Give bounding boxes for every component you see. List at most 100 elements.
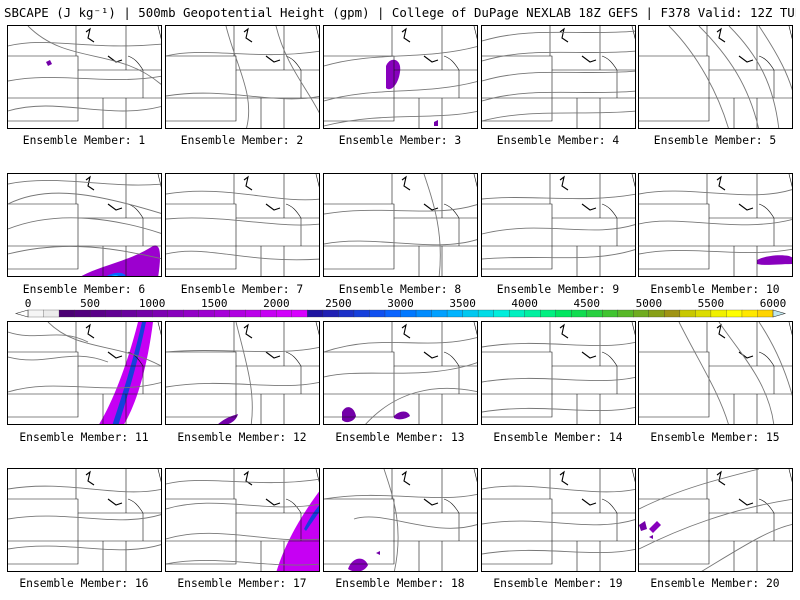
river-line: [716, 323, 726, 339]
river-line: [107, 203, 123, 211]
state-border: [166, 541, 237, 565]
colorbar-swatch: [477, 309, 494, 318]
state-border: [601, 55, 618, 71]
colorbar-tick-label: 2000: [263, 297, 290, 310]
map-svg: [324, 174, 477, 276]
sbcape-shading: [304, 505, 319, 531]
state-border: [473, 26, 477, 40]
state-border: [639, 246, 710, 270]
height-contour: [482, 249, 635, 260]
state-border: [157, 469, 161, 483]
state-border: [639, 541, 710, 565]
state-border: [8, 98, 79, 122]
height-contour: [701, 524, 792, 571]
colorbar-swatch: [353, 309, 370, 318]
colorbar-swatch: [586, 309, 603, 318]
colorbar-swatch: [260, 309, 277, 318]
sbcape-shading: [106, 272, 127, 276]
sbcape-shading: [394, 411, 410, 420]
colorbar-tick-label: 1500: [201, 297, 228, 310]
state-border: [473, 174, 477, 188]
height-contour: [8, 180, 161, 186]
colorbar-tick-label: 500: [80, 297, 101, 310]
height-contour: [8, 485, 161, 493]
height-contour: [482, 485, 635, 493]
height-contour: [639, 218, 792, 226]
state-border: [788, 469, 792, 483]
state-border: [601, 203, 618, 219]
height-contour: [8, 42, 161, 47]
colorbar-swatch: [245, 309, 262, 318]
state-border: [315, 26, 319, 40]
height-contour: [482, 193, 635, 200]
state-border: [639, 394, 710, 418]
map-panel-member-4: [481, 25, 636, 129]
state-border: [443, 351, 460, 367]
member-label: Ensemble Member: 20: [650, 577, 780, 590]
height-contour: [8, 245, 161, 260]
state-border: [482, 55, 635, 71]
height-contour: [668, 26, 729, 128]
map-panel-member-7: [165, 173, 320, 277]
state-border: [758, 498, 775, 514]
map-panel-member-1: [7, 25, 162, 129]
state-border: [285, 203, 302, 219]
height-contour: [166, 92, 319, 100]
river-line: [716, 175, 726, 191]
colorbar-swatch: [400, 309, 417, 318]
height-contour: [482, 50, 635, 62]
river-line: [107, 498, 123, 506]
state-border: [788, 26, 792, 40]
state-border: [8, 203, 161, 219]
member-label: Ensemble Member: 12: [177, 431, 307, 444]
height-contour: [482, 519, 635, 526]
height-contour: [482, 90, 635, 102]
river-line: [85, 323, 95, 339]
colorbar-tick-label: 6000: [759, 297, 787, 310]
map-panel-member-20: [638, 468, 793, 572]
height-contour: [639, 498, 792, 550]
colorbar-swatch: [602, 309, 619, 318]
height-contour: [8, 105, 161, 112]
height-contour: [166, 217, 319, 226]
state-border: [8, 394, 79, 418]
sbcape-shading: [649, 535, 653, 539]
member-label: Ensemble Member: 11: [19, 431, 149, 444]
river-line: [423, 351, 439, 359]
member-label: Ensemble Member: 3: [338, 134, 462, 147]
colorbar-swatch: [89, 309, 106, 318]
sbcape-shading: [218, 414, 238, 424]
height-contour: [8, 217, 161, 234]
state-border: [473, 322, 477, 336]
river-line: [265, 203, 281, 211]
river-line: [85, 470, 95, 486]
state-border: [631, 174, 635, 188]
height-contour: [324, 46, 477, 67]
state-border: [758, 203, 775, 219]
member-label: Ensemble Member: 19: [493, 577, 623, 590]
state-border: [631, 26, 635, 40]
river-line: [423, 55, 439, 63]
state-border: [482, 541, 553, 565]
colorbar-swatch: [741, 309, 758, 318]
height-contour: [166, 478, 319, 485]
member-label: Ensemble Member: 8: [338, 283, 462, 296]
river-line: [265, 351, 281, 359]
map-svg: [166, 26, 319, 128]
map-panel-member-19: [481, 468, 636, 572]
map-svg: [324, 469, 477, 571]
member-label: Ensemble Member: 10: [650, 283, 780, 296]
state-border: [473, 469, 477, 483]
river-line: [581, 498, 597, 506]
river-line: [423, 203, 439, 211]
member-label: Ensemble Member: 18: [335, 577, 465, 590]
sbcape-shading: [639, 521, 647, 531]
state-border: [127, 351, 144, 367]
map-svg: [639, 174, 792, 276]
river-line: [559, 27, 569, 43]
colorbar-swatch: [136, 309, 153, 318]
river-line: [716, 27, 726, 43]
colorbar-swatch: [695, 309, 712, 318]
height-contour: [166, 532, 319, 541]
river-line: [738, 498, 754, 506]
